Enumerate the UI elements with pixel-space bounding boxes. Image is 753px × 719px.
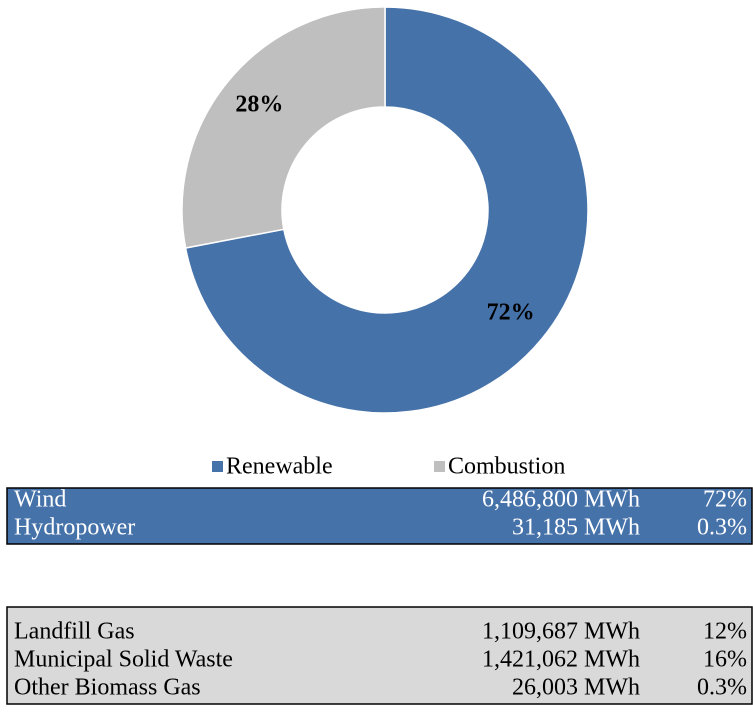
table-box xyxy=(6,487,753,545)
table-cell: 1,109,687 MWh xyxy=(482,619,640,645)
legend-label: Renewable xyxy=(226,454,333,480)
table-cell: 26,003 MWh xyxy=(512,675,640,701)
table-cell: 16% xyxy=(703,647,747,673)
table-cell: Hydropower xyxy=(14,515,135,541)
table-cell: 6,486,800 MWh xyxy=(482,487,640,513)
pie-slice xyxy=(181,6,386,249)
legend-swatch xyxy=(212,461,223,472)
table-cell: 72% xyxy=(703,487,747,513)
table-cell: Municipal Solid Waste xyxy=(14,647,233,673)
data-label: 72% xyxy=(487,299,535,325)
table-cell: 1,421,062 MWh xyxy=(482,647,640,673)
table-cell: 12% xyxy=(703,619,747,645)
data-label: 28% xyxy=(235,92,283,118)
table-cell: Wind xyxy=(14,487,66,513)
table-cell: 0.3% xyxy=(697,515,747,541)
legend-label: Combustion xyxy=(448,454,565,480)
table-cell: Other Biomass Gas xyxy=(14,675,201,701)
table-box xyxy=(6,606,753,705)
pie-slice xyxy=(184,6,589,414)
table-cell: 31,185 MWh xyxy=(512,515,640,541)
table-cell: Landfill Gas xyxy=(14,619,135,645)
legend-swatch xyxy=(434,461,445,472)
table-cell: 0.3% xyxy=(697,675,747,701)
